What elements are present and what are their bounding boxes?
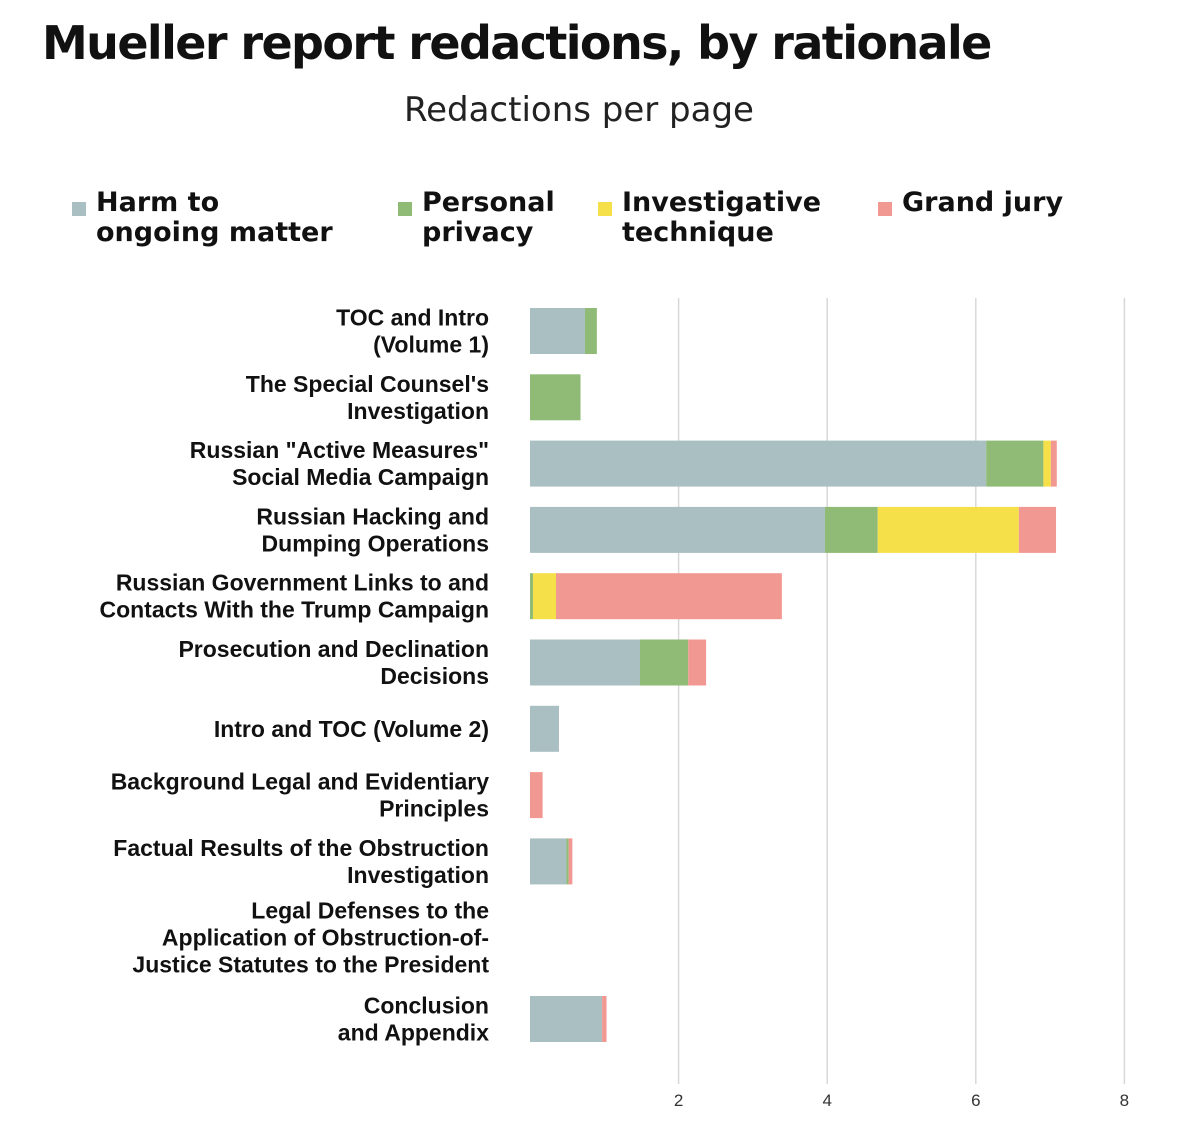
bar-segment-harm — [530, 838, 567, 885]
legend-swatch-grand-jury — [878, 202, 892, 216]
category-label-line: Decisions — [380, 663, 489, 689]
legend-item-technique: Investigative technique — [598, 188, 821, 248]
bar-segment-privacy — [986, 440, 1044, 487]
x-tick-label-2: 2 — [674, 1091, 683, 1110]
category-label-line: Application of Obstruction-of- — [162, 925, 489, 951]
bar-segment-privacy — [530, 374, 581, 421]
category-label-line: Conclusion — [364, 993, 489, 1019]
category-label: Russian "Active Measures" Social Media Ca… — [190, 437, 489, 490]
bar-segment-grand-jury — [1050, 440, 1057, 487]
category-label-line: Principles — [379, 796, 489, 822]
category-label-line: Factual Results of the Obstruction — [113, 835, 489, 861]
category-label-line: Russian Government Links to and — [116, 570, 489, 596]
category-label-line: Dumping Operations — [262, 530, 489, 556]
bar-segment-technique — [1043, 440, 1051, 487]
legend-item-harm: Harm to ongoing matter — [72, 188, 333, 248]
bar-segment-grand-jury — [688, 639, 707, 686]
category-label-line: Contacts With the Trump Campaign — [99, 597, 489, 623]
bar-segment-privacy — [824, 506, 878, 553]
legend-label-harm: Harm to ongoing matter — [96, 187, 333, 248]
category-label: Russian Government Links to and Contacts … — [99, 570, 489, 623]
legend-label-grand-jury: Grand jury — [902, 187, 1064, 218]
category-label-line: Russian "Active Measures" — [190, 437, 489, 463]
category-label: The Special Counsel's Investigation — [246, 371, 489, 424]
category-label-line: Justice Statutes to the President — [132, 952, 489, 978]
category-label-line: Investigation — [347, 862, 489, 888]
bar-segment-privacy — [639, 639, 689, 686]
bar-segment-technique — [532, 573, 557, 620]
bar-segment-technique — [877, 506, 1019, 553]
legend-item-privacy: Personal privacy — [398, 188, 555, 248]
category-label: Prosecution and Declination Decisions — [178, 636, 489, 689]
chart-subtitle: Redactions per page — [404, 90, 754, 130]
category-label-line: Investigation — [347, 398, 489, 424]
category-label: Background Legal and Evidentiary Principl… — [111, 769, 490, 822]
legend-swatch-privacy — [398, 202, 412, 216]
bar-segment-harm — [530, 639, 640, 686]
bar-segment-harm — [530, 705, 559, 752]
legend-item-grand-jury: Grand jury — [878, 188, 1063, 218]
x-tick-label-8: 8 — [1120, 1091, 1129, 1110]
bar-segment-privacy — [530, 573, 533, 620]
category-label-line: The Special Counsel's — [246, 371, 489, 397]
category-label-line: Legal Defenses to the — [251, 898, 489, 924]
bar-segment-harm — [530, 996, 603, 1042]
x-tick-label-6: 6 — [971, 1091, 980, 1110]
bar-segment-grand-jury — [568, 838, 573, 885]
bar-segment-harm — [530, 506, 825, 553]
category-label-line: and Appendix — [338, 1020, 489, 1046]
bar-segment-harm — [530, 440, 987, 487]
bar-segment-harm — [530, 308, 585, 354]
category-label-line: Prosecution and Declination — [178, 636, 489, 662]
category-label-line: Intro and TOC (Volume 2) — [214, 716, 489, 742]
category-label-line: Background Legal and Evidentiary — [111, 769, 490, 795]
category-label: Legal Defenses to the Application of Obst… — [132, 898, 489, 978]
legend-swatch-harm — [72, 202, 86, 216]
category-label-line: (Volume 1) — [373, 332, 489, 358]
legend-label-privacy: Personal privacy — [422, 187, 555, 248]
bar-segment-grand-jury — [1018, 506, 1057, 553]
category-label: TOC and Intro (Volume 1) — [336, 305, 489, 358]
bar-segment-grand-jury — [602, 996, 607, 1042]
x-tick-label-4: 4 — [822, 1091, 831, 1110]
category-label: Factual Results of the Obstruction Invest… — [113, 835, 489, 888]
legend-swatch-technique — [598, 202, 612, 216]
legend-label-technique: Investigative technique — [622, 187, 822, 248]
category-label: Conclusion and Appendix — [338, 993, 489, 1046]
category-label: Russian Hacking and Dumping Operations — [256, 503, 489, 556]
category-label-line: TOC and Intro — [336, 305, 489, 331]
bar-segment-privacy — [584, 308, 597, 354]
category-label-line: Russian Hacking and — [256, 503, 489, 529]
bar-segment-privacy — [566, 838, 569, 885]
category-label-line: Social Media Campaign — [232, 464, 489, 490]
bar-segment-grand-jury — [556, 573, 782, 620]
bar-segment-grand-jury — [530, 772, 543, 819]
category-label: Intro and TOC (Volume 2) — [214, 716, 489, 742]
chart-title: Mueller report redactions, by rationale — [42, 16, 992, 70]
